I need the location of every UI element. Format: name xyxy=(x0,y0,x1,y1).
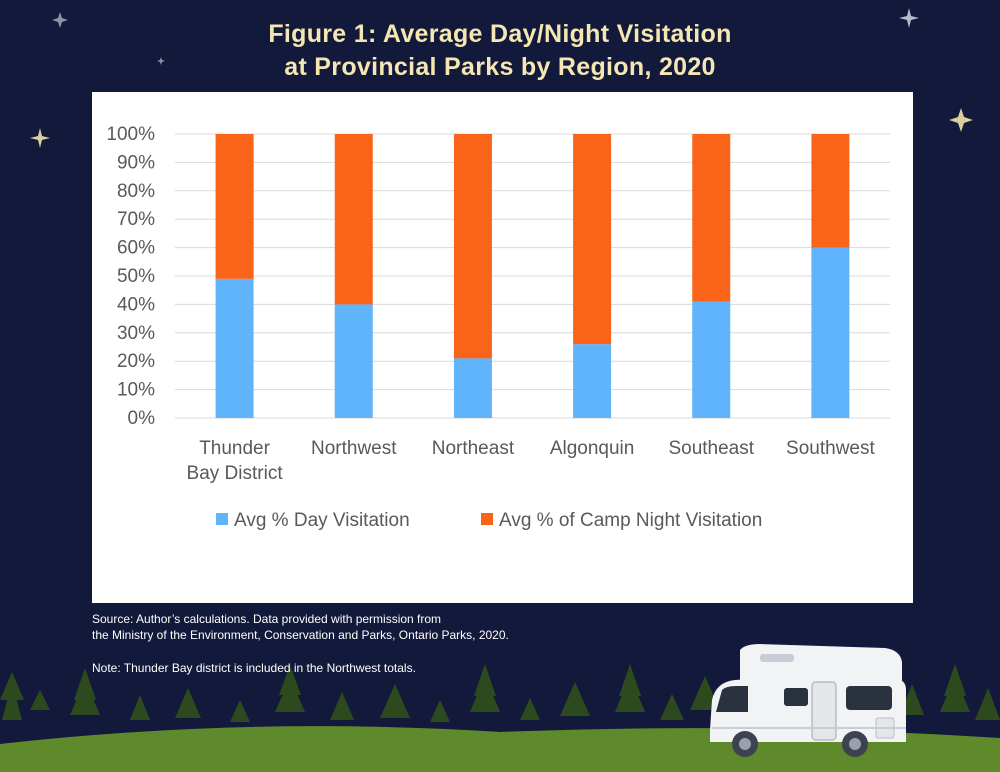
y-tick-label: 60% xyxy=(117,238,155,259)
legend-swatch xyxy=(216,513,228,525)
chart-title-line-2: at Provincial Parks by Region, 2020 xyxy=(284,53,716,81)
y-tick-label: 70% xyxy=(117,209,155,230)
bar-day-visitation xyxy=(811,247,850,418)
x-tick-label: Southwest xyxy=(786,438,875,459)
source-line-2: the Ministry of the Environment, Conserv… xyxy=(92,628,509,642)
legend-label: Avg % Day Visitation xyxy=(234,510,410,531)
bar-night-visitation xyxy=(573,134,612,345)
bar-night-visitation xyxy=(334,134,373,305)
star-icon xyxy=(949,108,973,132)
y-tick-label: 90% xyxy=(117,152,155,173)
y-tick-label: 40% xyxy=(117,294,155,315)
chart-title-line-1: Figure 1: Average Day/Night Visitation xyxy=(268,20,732,48)
footnote: Note: Thunder Bay district is included i… xyxy=(92,661,416,675)
star-icon xyxy=(157,57,165,65)
x-tick-label: Thunder xyxy=(199,438,270,459)
source-line-1: Source: Author’s calculations. Data prov… xyxy=(92,612,442,626)
bar-day-visitation xyxy=(334,304,373,418)
bar-night-visitation xyxy=(453,134,492,359)
legend-swatch xyxy=(481,513,493,525)
y-tick-label: 10% xyxy=(117,380,155,401)
x-tick-label: Northeast xyxy=(432,438,515,459)
legend-label: Avg % of Camp Night Visitation xyxy=(499,510,762,531)
star-icon xyxy=(30,128,50,148)
x-tick-label: Northwest xyxy=(311,438,397,459)
star-icon xyxy=(899,8,919,28)
chart-panel: 0% 10% 20% 30% 40% 50% 60% 70% 80% 90% 100% Thunder… xyxy=(92,92,913,603)
bar-night-visitation xyxy=(692,134,731,302)
tree-line xyxy=(0,664,1000,722)
bar-night-visitation xyxy=(215,134,254,279)
stacked-bar-chart: 0% 10% 20% 30% 40% 50% 60% 70% 80% 90% 100% Thunder… xyxy=(106,124,890,531)
bar-day-visitation xyxy=(692,301,731,418)
camper-van-icon xyxy=(710,644,906,757)
bar-day-visitation xyxy=(573,344,612,418)
x-tick-label: Bay District xyxy=(187,463,284,484)
y-tick-label: 20% xyxy=(117,351,155,372)
y-tick-label: 50% xyxy=(117,266,155,287)
x-tick-label: Southeast xyxy=(668,438,754,459)
y-tick-label: 30% xyxy=(117,323,155,344)
bar-day-visitation xyxy=(453,358,492,418)
y-tick-label: 100% xyxy=(106,124,155,145)
bar-night-visitation xyxy=(811,134,850,248)
bar-day-visitation xyxy=(215,278,254,418)
y-tick-label: 80% xyxy=(117,181,155,202)
x-tick-label: Algonquin xyxy=(550,438,635,459)
y-tick-label: 0% xyxy=(128,408,156,429)
star-icon xyxy=(52,12,68,28)
